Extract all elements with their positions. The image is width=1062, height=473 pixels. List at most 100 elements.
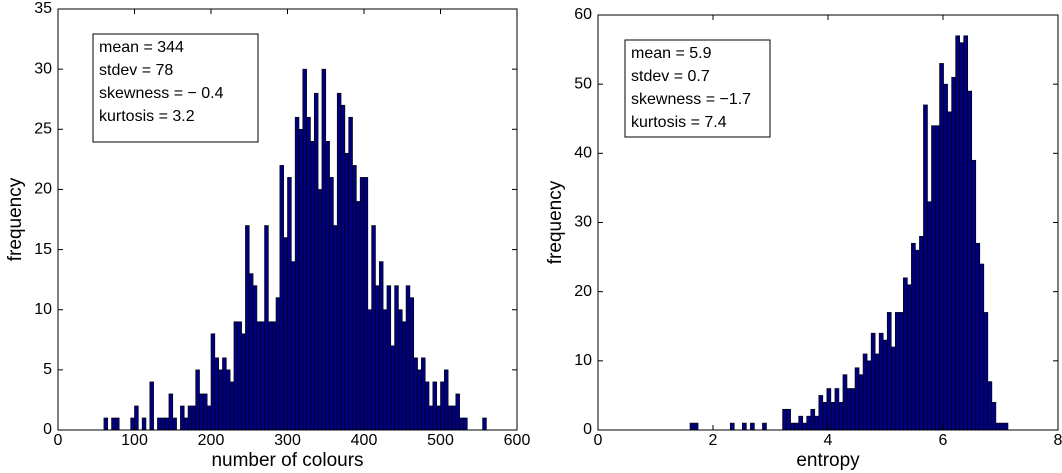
bar xyxy=(398,309,403,431)
bar xyxy=(802,422,808,431)
bar xyxy=(111,417,116,431)
bar xyxy=(939,63,944,431)
x-tick-label: 400 xyxy=(351,432,378,449)
bar xyxy=(130,417,135,431)
bar xyxy=(103,417,109,431)
bar xyxy=(157,417,162,431)
bar xyxy=(214,357,219,431)
annotation-line: mean = 5.9 xyxy=(631,45,712,62)
bar xyxy=(846,388,852,431)
bar xyxy=(321,68,327,431)
bar xyxy=(987,381,993,431)
bar xyxy=(967,90,973,431)
bar xyxy=(898,312,904,431)
bar xyxy=(903,277,908,431)
bar xyxy=(428,405,434,431)
x-axis-label: entropy xyxy=(796,450,860,471)
x-tick-label: 8 xyxy=(1054,432,1062,449)
x-tick-label: 0 xyxy=(54,432,63,449)
bar xyxy=(931,125,936,431)
x-tick-label: 6 xyxy=(939,432,948,449)
bar xyxy=(252,285,258,431)
bar xyxy=(750,422,755,431)
bar xyxy=(935,125,940,431)
bar xyxy=(927,201,932,431)
bar xyxy=(818,395,824,431)
y-tick-label: 30 xyxy=(34,60,52,77)
bar xyxy=(826,388,832,431)
bar xyxy=(854,367,860,431)
bar xyxy=(440,381,445,431)
bar xyxy=(979,263,985,431)
bar xyxy=(160,417,166,431)
bar xyxy=(432,381,437,431)
bar xyxy=(291,261,296,431)
bar xyxy=(294,116,300,431)
bar xyxy=(245,225,250,431)
bar xyxy=(943,83,948,431)
y-axis-label: frequency xyxy=(5,177,26,261)
bar xyxy=(482,417,487,431)
bar xyxy=(187,405,193,431)
bar xyxy=(862,353,868,431)
bar xyxy=(742,422,747,431)
bar xyxy=(417,369,422,431)
bar xyxy=(298,128,304,431)
bar xyxy=(838,402,844,431)
bar xyxy=(340,104,346,431)
y-tick-label: 20 xyxy=(574,283,592,300)
bar xyxy=(237,321,242,431)
annotation-box xyxy=(92,33,259,143)
bar xyxy=(951,76,956,431)
bar xyxy=(172,417,177,431)
bar xyxy=(894,312,900,431)
bar xyxy=(810,408,816,431)
bar xyxy=(382,309,388,431)
x-tick-label: 0 xyxy=(594,432,603,449)
bar xyxy=(806,415,812,431)
bar xyxy=(141,417,147,431)
bar xyxy=(168,393,174,431)
annotation-line: stdev = 78 xyxy=(99,62,173,79)
y-tick-label: 20 xyxy=(34,181,52,198)
x-tick-label: 200 xyxy=(198,432,225,449)
bar xyxy=(798,415,803,431)
bar xyxy=(191,405,196,431)
bar xyxy=(180,405,185,431)
bar xyxy=(386,285,392,431)
bar xyxy=(794,422,799,431)
bar xyxy=(878,332,884,431)
bar xyxy=(915,249,920,431)
bar xyxy=(947,111,952,431)
y-tick-label: 10 xyxy=(574,352,592,369)
bar xyxy=(782,408,787,431)
y-tick-label: 10 xyxy=(34,301,52,318)
x-tick-label: 2 xyxy=(709,432,718,449)
bar xyxy=(971,159,977,431)
annotation-line: kurtosis = 7.4 xyxy=(631,114,727,131)
x-tick-label: 600 xyxy=(504,432,531,449)
bar xyxy=(424,381,430,431)
bar xyxy=(999,422,1005,431)
bar xyxy=(233,321,239,431)
bar xyxy=(413,357,418,431)
bar xyxy=(164,417,170,431)
bar xyxy=(206,405,212,431)
bar xyxy=(226,369,231,431)
bar xyxy=(729,422,735,431)
bar xyxy=(313,92,319,431)
bar xyxy=(195,369,200,431)
bar xyxy=(447,405,453,431)
bar xyxy=(886,312,892,431)
bar xyxy=(991,402,997,431)
bar xyxy=(689,422,695,431)
bar xyxy=(995,422,1001,431)
bar xyxy=(911,242,916,431)
bar xyxy=(850,388,856,431)
bar xyxy=(455,393,460,431)
bar xyxy=(405,285,411,431)
y-tick-label: 30 xyxy=(574,214,592,231)
bar xyxy=(283,237,288,431)
bar xyxy=(874,353,880,431)
